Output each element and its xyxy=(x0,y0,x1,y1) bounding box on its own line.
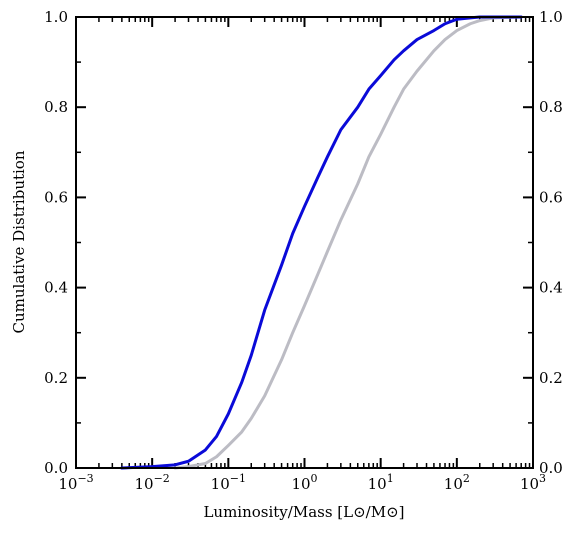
major-ticks xyxy=(75,16,534,469)
y-tick-label-left: 0.8 xyxy=(44,98,68,116)
y-axis-title: Cumulative Distribution xyxy=(10,150,28,333)
x-tick-label: 103 xyxy=(520,472,546,493)
y-tick-label-left: 0.0 xyxy=(44,459,68,477)
y-tick-label-left: 0.4 xyxy=(44,279,68,297)
series-line-1 xyxy=(120,15,523,470)
y-tick-label-right: 0.6 xyxy=(539,188,563,206)
plot-frame xyxy=(75,16,534,469)
y-tick-label-right: 0.4 xyxy=(539,279,563,297)
y-tick-label-right: 1.0 xyxy=(539,8,563,26)
y-tick-label-left: 0.6 xyxy=(44,188,68,206)
y-tick-label-right: 0.8 xyxy=(539,98,563,116)
x-tick-label: 10−1 xyxy=(211,472,246,493)
x-tick-label: 102 xyxy=(444,472,470,493)
x-tick-label: 10−2 xyxy=(135,472,170,493)
y-tick-label-left: 1.0 xyxy=(44,8,68,26)
x-tick-label: 100 xyxy=(291,472,317,493)
y-tick-label-left: 0.2 xyxy=(44,369,68,387)
x-tick-label: 101 xyxy=(368,472,394,493)
y-tick-label-right: 0.2 xyxy=(539,369,563,387)
series-line-2 xyxy=(173,15,523,470)
y-tick-label-right: 0.0 xyxy=(539,459,563,477)
x-axis-title: Luminosity/Mass [L⊙/M⊙] xyxy=(203,503,404,521)
minor-ticks xyxy=(76,17,533,468)
series-layer xyxy=(120,15,523,470)
x-tick-label: 10−3 xyxy=(58,472,93,493)
